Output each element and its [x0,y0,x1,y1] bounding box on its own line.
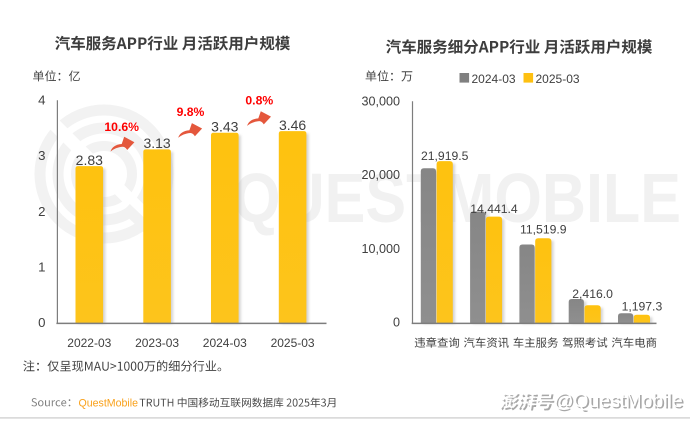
svg-text:9.8%: 9.8% [177,105,205,119]
svg-text:30,000: 30,000 [361,95,400,109]
svg-text:2023-03: 2023-03 [135,336,179,350]
svg-text:1: 1 [38,259,45,274]
svg-text:21,919.5: 21,919.5 [421,149,469,163]
svg-text:0: 0 [393,316,400,330]
svg-text:2025-03: 2025-03 [536,72,580,86]
svg-text:10,000: 10,000 [361,242,400,256]
svg-text:11,519.9: 11,519.9 [520,223,567,237]
svg-text:3.46: 3.46 [279,117,306,133]
svg-text:QuestMobile: QuestMobile [79,397,139,409]
svg-text:2024-03: 2024-03 [203,336,247,350]
svg-text:20,000: 20,000 [361,168,400,182]
svg-text:@QuestMobile: @QuestMobile [555,392,684,414]
svg-text:2022-03: 2022-03 [67,336,111,350]
svg-text:3: 3 [38,148,45,163]
svg-text:2: 2 [38,204,45,219]
svg-text:3.13: 3.13 [143,135,170,151]
svg-text:4: 4 [38,93,45,108]
svg-text:10.6%: 10.6% [104,120,139,134]
svg-text:2,416.0: 2,416.0 [572,287,613,301]
svg-text:2.83: 2.83 [76,152,103,168]
svg-text:0.8%: 0.8% [245,94,273,108]
svg-text:0: 0 [38,315,45,330]
svg-text:1,197.3: 1,197.3 [622,300,663,314]
svg-text:2024-03: 2024-03 [472,72,516,86]
svg-text:2025-03: 2025-03 [271,336,315,350]
svg-text:@QuestMobile: @QuestMobile [554,390,683,412]
svg-text:3.43: 3.43 [211,119,238,135]
svg-text:14,441.4: 14,441.4 [470,202,518,216]
